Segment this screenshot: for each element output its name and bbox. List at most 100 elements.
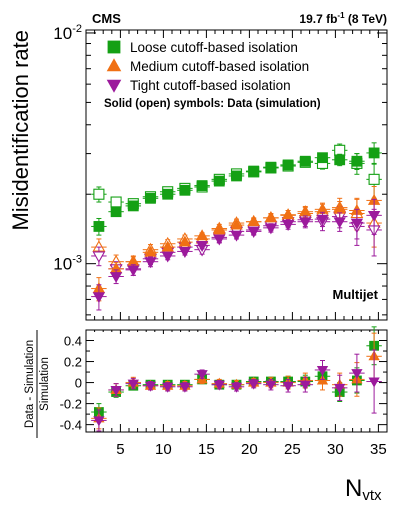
- loose-data-point: [317, 152, 328, 164]
- loose-data-point: [299, 155, 311, 167]
- tight-data-point: [230, 230, 243, 242]
- tight-data-point: [213, 234, 226, 246]
- main-y-tick-exponent: -2: [72, 23, 82, 35]
- ratio-y-axis-label-numerator: Data - Simulation: [24, 340, 36, 428]
- ratio-y-tick-label: -0.2: [60, 397, 82, 412]
- legend-marker-loose: [107, 40, 121, 54]
- ratio-y-tick-label: -0.4: [60, 418, 82, 433]
- loose-data-point: [110, 206, 122, 218]
- x-tick-label: 25: [284, 441, 301, 458]
- x-axis-label: Nvtx: [345, 475, 382, 504]
- medium-data-point: [281, 208, 295, 220]
- loose-data-point: [162, 188, 174, 200]
- loose-sim-point: [93, 188, 105, 200]
- main-y-tick-label: 10-3: [53, 254, 82, 274]
- ratio-plot-marks: [91, 326, 382, 432]
- ratio-tight-point: [110, 385, 122, 396]
- tight-sim-point: [92, 251, 106, 263]
- loose-data-point: [179, 184, 191, 196]
- x-tick-label: 30: [327, 441, 344, 458]
- tight-data-point: [264, 223, 278, 235]
- loose-data-point: [368, 147, 380, 159]
- ratio-tight-point: [351, 369, 363, 380]
- main-y-tick-base: 10: [53, 24, 72, 43]
- lumi-value: 19.7 fb: [299, 12, 337, 26]
- lumi-label: 19.7 fb-1 (8 TeV): [299, 11, 387, 26]
- tight-data-point: [333, 217, 346, 229]
- medium-data-point: [213, 223, 226, 235]
- tight-data-point: [178, 247, 192, 258]
- loose-data-point: [248, 165, 260, 177]
- main-axis-ticks: 10-310-2: [53, 23, 388, 320]
- medium-data-point: [178, 235, 192, 247]
- tight-data-point: [144, 257, 157, 269]
- legend-marker-medium: [106, 58, 122, 72]
- tight-data-point: [161, 251, 174, 263]
- medium-data-point: [299, 205, 312, 217]
- main-plot-marks: [91, 142, 382, 311]
- legend: Loose cutoff-based isolation Medium cutof…: [106, 40, 309, 93]
- ratio-tight-point: [127, 379, 139, 390]
- ratio-tight-point: [162, 382, 174, 393]
- legend-label-medium: Medium cutoff-based isolation: [130, 59, 309, 74]
- medium-data-point: [230, 218, 243, 230]
- ratio-tight-point: [93, 416, 105, 427]
- ratio-tight-point: [196, 370, 208, 381]
- lumi-exponent: -1: [337, 11, 345, 20]
- loose-data-point: [145, 192, 156, 204]
- tight-data-point: [299, 217, 312, 229]
- tight-data-point: [127, 265, 140, 277]
- ratio-tight-point: [282, 381, 294, 392]
- main-y-tick-label: 10-2: [53, 23, 82, 43]
- ratio-tight-point: [230, 382, 243, 393]
- tight-data-point: [367, 210, 381, 222]
- ratio-tight-point: [316, 365, 329, 376]
- x-axis-label-main: N: [345, 475, 362, 502]
- loose-sim-point: [110, 196, 122, 208]
- medium-data-point: [144, 245, 157, 257]
- x-tick-label: 15: [198, 441, 215, 458]
- cms-label: CMS: [92, 11, 121, 26]
- ratio-y-axis-label-denominator: Simulation: [39, 357, 51, 411]
- medium-data-point: [247, 215, 260, 227]
- ratio-tight-point: [179, 382, 191, 393]
- loose-sim-point: [368, 173, 380, 185]
- lumi-energy: (8 TeV): [345, 12, 387, 26]
- ratio-tight-point: [265, 380, 277, 391]
- x-axis-label-subscript: vtx: [362, 487, 382, 504]
- main-plot-frame: [85, 29, 388, 321]
- loose-data-point: [282, 159, 294, 171]
- x-tick-label: 20: [241, 441, 258, 458]
- ratio-y-tick-label: 0: [75, 376, 82, 391]
- tight-data-point: [247, 227, 260, 238]
- tight-data-point: [316, 214, 329, 226]
- main-y-tick-exponent: -3: [72, 254, 82, 266]
- tight-data-point: [92, 292, 106, 304]
- ratio-tight-point: [299, 380, 311, 391]
- loose-data-point: [213, 175, 225, 187]
- medium-data-point: [264, 211, 278, 223]
- ratio-tight-point: [368, 377, 380, 388]
- loose-data-point: [351, 155, 363, 167]
- ratio-plot-frame: [85, 329, 388, 433]
- ratio-axis-ticks: 5 10 15 20 25 30 35 -0.4 -0.2 0 0.2 0.4: [60, 330, 388, 458]
- sample-label: Multijet: [333, 287, 379, 302]
- ratio-y-tick-label: 0.4: [64, 334, 82, 349]
- main-y-tick-base: 10: [53, 255, 72, 274]
- medium-data-point: [195, 229, 209, 241]
- legend-marker-tight: [106, 79, 122, 93]
- tight-data-point: [281, 219, 295, 231]
- main-y-axis-label: Misidentification rate: [8, 30, 33, 231]
- loose-data-point: [231, 170, 242, 182]
- ratio-tight-point: [248, 379, 260, 390]
- tight-data-point: [350, 218, 364, 230]
- ratio-tight-point: [144, 381, 157, 392]
- tight-data-point: [109, 272, 123, 284]
- x-tick-label: 5: [116, 441, 124, 458]
- legend-label-tight: Tight cutoff-based isolation: [130, 78, 291, 93]
- loose-data-point: [265, 161, 277, 173]
- loose-data-point: [334, 154, 346, 166]
- loose-data-point: [127, 200, 139, 212]
- tight-data-point: [195, 241, 209, 252]
